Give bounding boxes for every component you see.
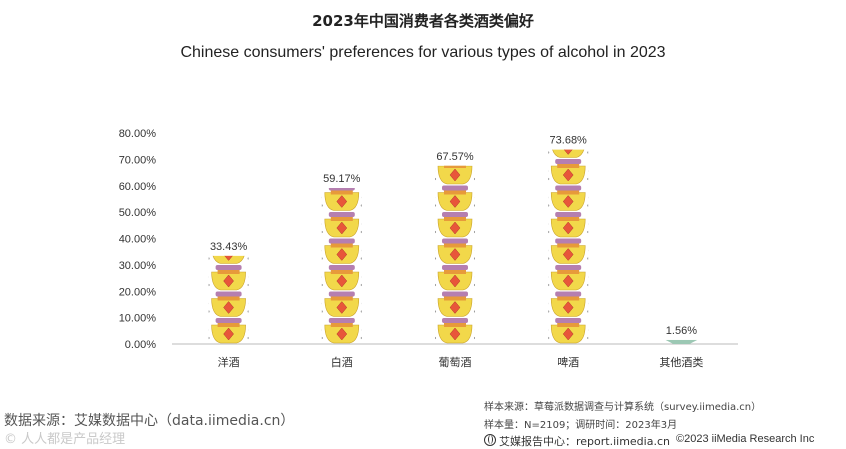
y-tick-label: 30.00% [119,260,157,272]
data-source-note: 数据来源：艾媒数据中心（data.iimedia.cn） [4,413,295,429]
data-label: 67.57% [436,151,474,163]
x-tick-label: 洋酒 [218,355,240,369]
sample-source-note: 样本来源：草莓派数据调查与计算系统（survey.iimedia.cn） [484,402,762,413]
bar-5 [665,339,698,344]
chart-title-cn: 2023年中国消费者各类酒类偏好 [312,12,534,30]
report-center-link[interactable]: 艾媒报告中心：report.iimedia.cn [484,433,670,449]
y-tick-label: 0.00% [125,339,156,351]
data-label: 73.68% [550,135,588,147]
x-tick-label: 白酒 [331,355,353,369]
x-tick-label: 其他酒类 [659,355,703,369]
y-tick-label: 70.00% [119,154,157,166]
data-label: 33.43% [210,241,248,253]
data-label: 59.17% [323,173,361,185]
globe-icon [484,434,496,446]
copyright: ©2023 iiMedia Research Inc [676,433,815,445]
bar-3 [435,165,475,344]
sample-size-note: 样本量：N=2109；调研时间：2023年3月 [484,420,678,431]
chart-title-en: Chinese consumers' preferences for vario… [180,44,666,61]
data-label: 1.56% [666,325,697,337]
y-tick-label: 60.00% [119,181,157,193]
y-tick-label: 50.00% [119,207,157,219]
bar-2 [321,187,362,344]
y-tick-label: 10.00% [119,313,157,325]
y-tick-label: 20.00% [119,286,157,298]
watermark: © 人人都是产品经理 [4,432,126,447]
y-tick-label: 40.00% [119,234,157,246]
bar-4 [548,149,589,344]
bar-1 [208,255,249,344]
x-tick-label: 葡萄酒 [439,356,472,369]
x-tick-label: 啤酒 [557,355,579,369]
y-tick-label: 80.00% [119,128,157,140]
report-center-text: 艾媒报告中心：report.iimedia.cn [499,435,670,448]
